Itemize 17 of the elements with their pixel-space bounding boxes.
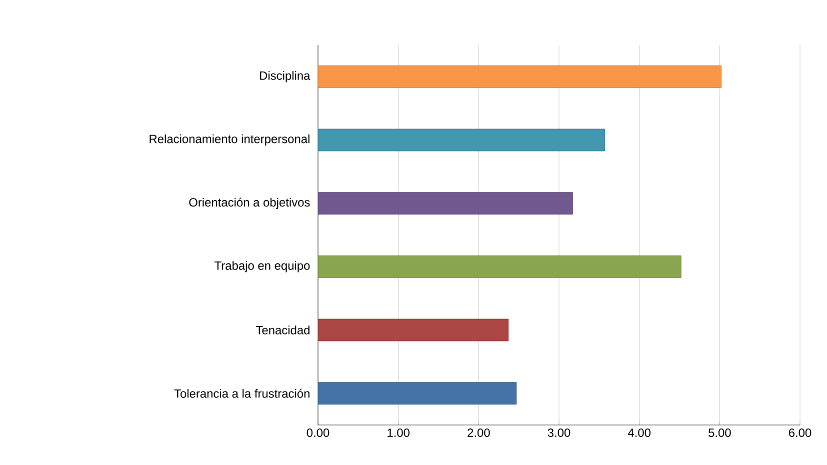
- bar: [318, 65, 722, 88]
- x-tick-label: 1.00: [388, 428, 410, 437]
- bar: [318, 255, 682, 278]
- y-tick-label: Orientación a objetivos: [189, 198, 310, 209]
- bar: [318, 382, 517, 405]
- x-tick-label: 6.00: [788, 428, 812, 437]
- x-tick-label: 0.00: [306, 428, 330, 437]
- x-tick-label: 4.00: [628, 428, 651, 437]
- y-tick-label: Tolerancia a la frustración: [174, 388, 310, 398]
- y-tick-label: Disciplina: [260, 71, 310, 82]
- y-tick-label: Tenacidad: [256, 326, 310, 334]
- bar: [318, 192, 573, 215]
- y-tick-label: Relacionamiento interpersonal: [150, 134, 310, 146]
- y-tick-label: Trabajo en equipo: [214, 261, 310, 272]
- x-tick-label: 5.00: [708, 428, 731, 437]
- x-tick-label: 2.00: [468, 428, 490, 437]
- x-tick-label: 3.00: [548, 428, 570, 437]
